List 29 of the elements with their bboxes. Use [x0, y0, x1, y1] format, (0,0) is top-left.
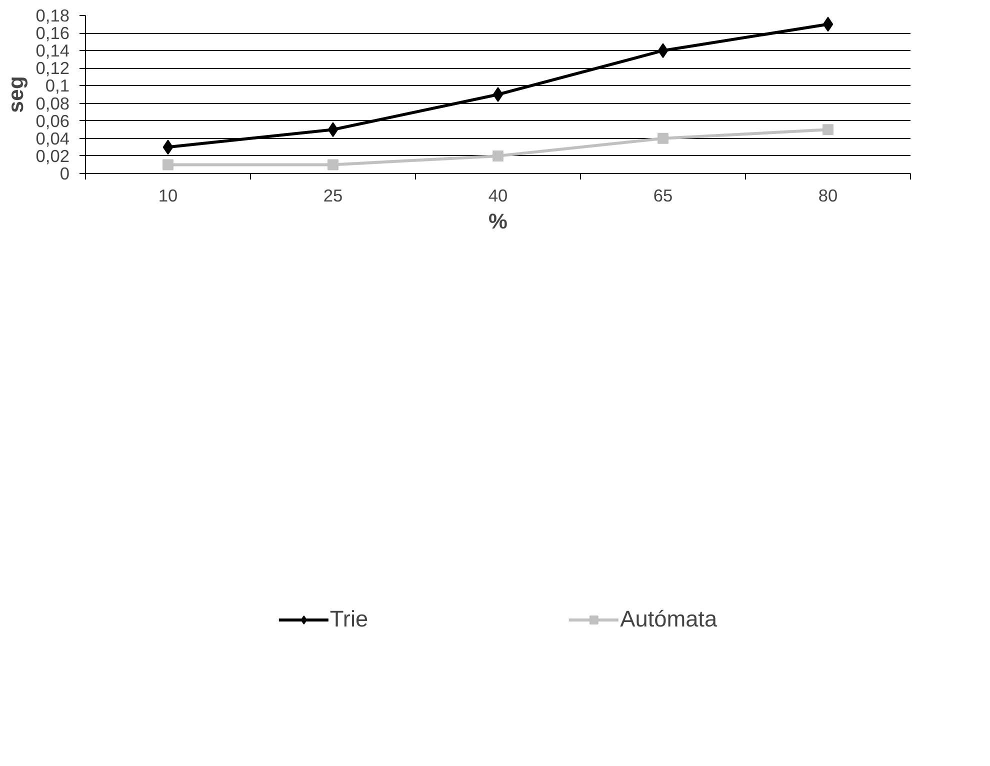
x-tick-label: 65: [653, 186, 673, 206]
y-tick-label: 0,16: [36, 23, 70, 44]
point: [822, 124, 834, 136]
x-tick-label: 25: [323, 186, 343, 206]
point: [658, 132, 668, 144]
x-tick-label: 40: [488, 186, 508, 206]
point: [162, 159, 174, 170]
y-tick-label: 0,12: [36, 58, 70, 78]
y-tick-label: 0,1: [45, 76, 70, 96]
point: [328, 159, 338, 170]
y-axis-title: seg: [4, 76, 28, 113]
point: [658, 43, 668, 58]
y-tick-label: 0,08: [36, 93, 70, 114]
y-tick-label: 0,18: [36, 6, 70, 26]
x-tick-label: 10: [158, 186, 178, 206]
y-tick-label: 0,04: [36, 128, 70, 148]
y-tick-label: 0,14: [36, 40, 70, 61]
legend-label: Autómata: [620, 606, 718, 633]
point: [162, 140, 174, 155]
y-tick-label: 0,06: [36, 110, 70, 131]
point: [822, 16, 834, 32]
x-axis-title: %: [488, 210, 508, 234]
y-tick-label: 0,02: [36, 146, 70, 166]
legend-label: Trie: [330, 606, 368, 633]
point: [492, 87, 504, 102]
point: [328, 122, 338, 138]
x-tick-label: 80: [818, 186, 838, 206]
y-tick-label: 0: [60, 164, 70, 184]
point: [492, 150, 504, 162]
